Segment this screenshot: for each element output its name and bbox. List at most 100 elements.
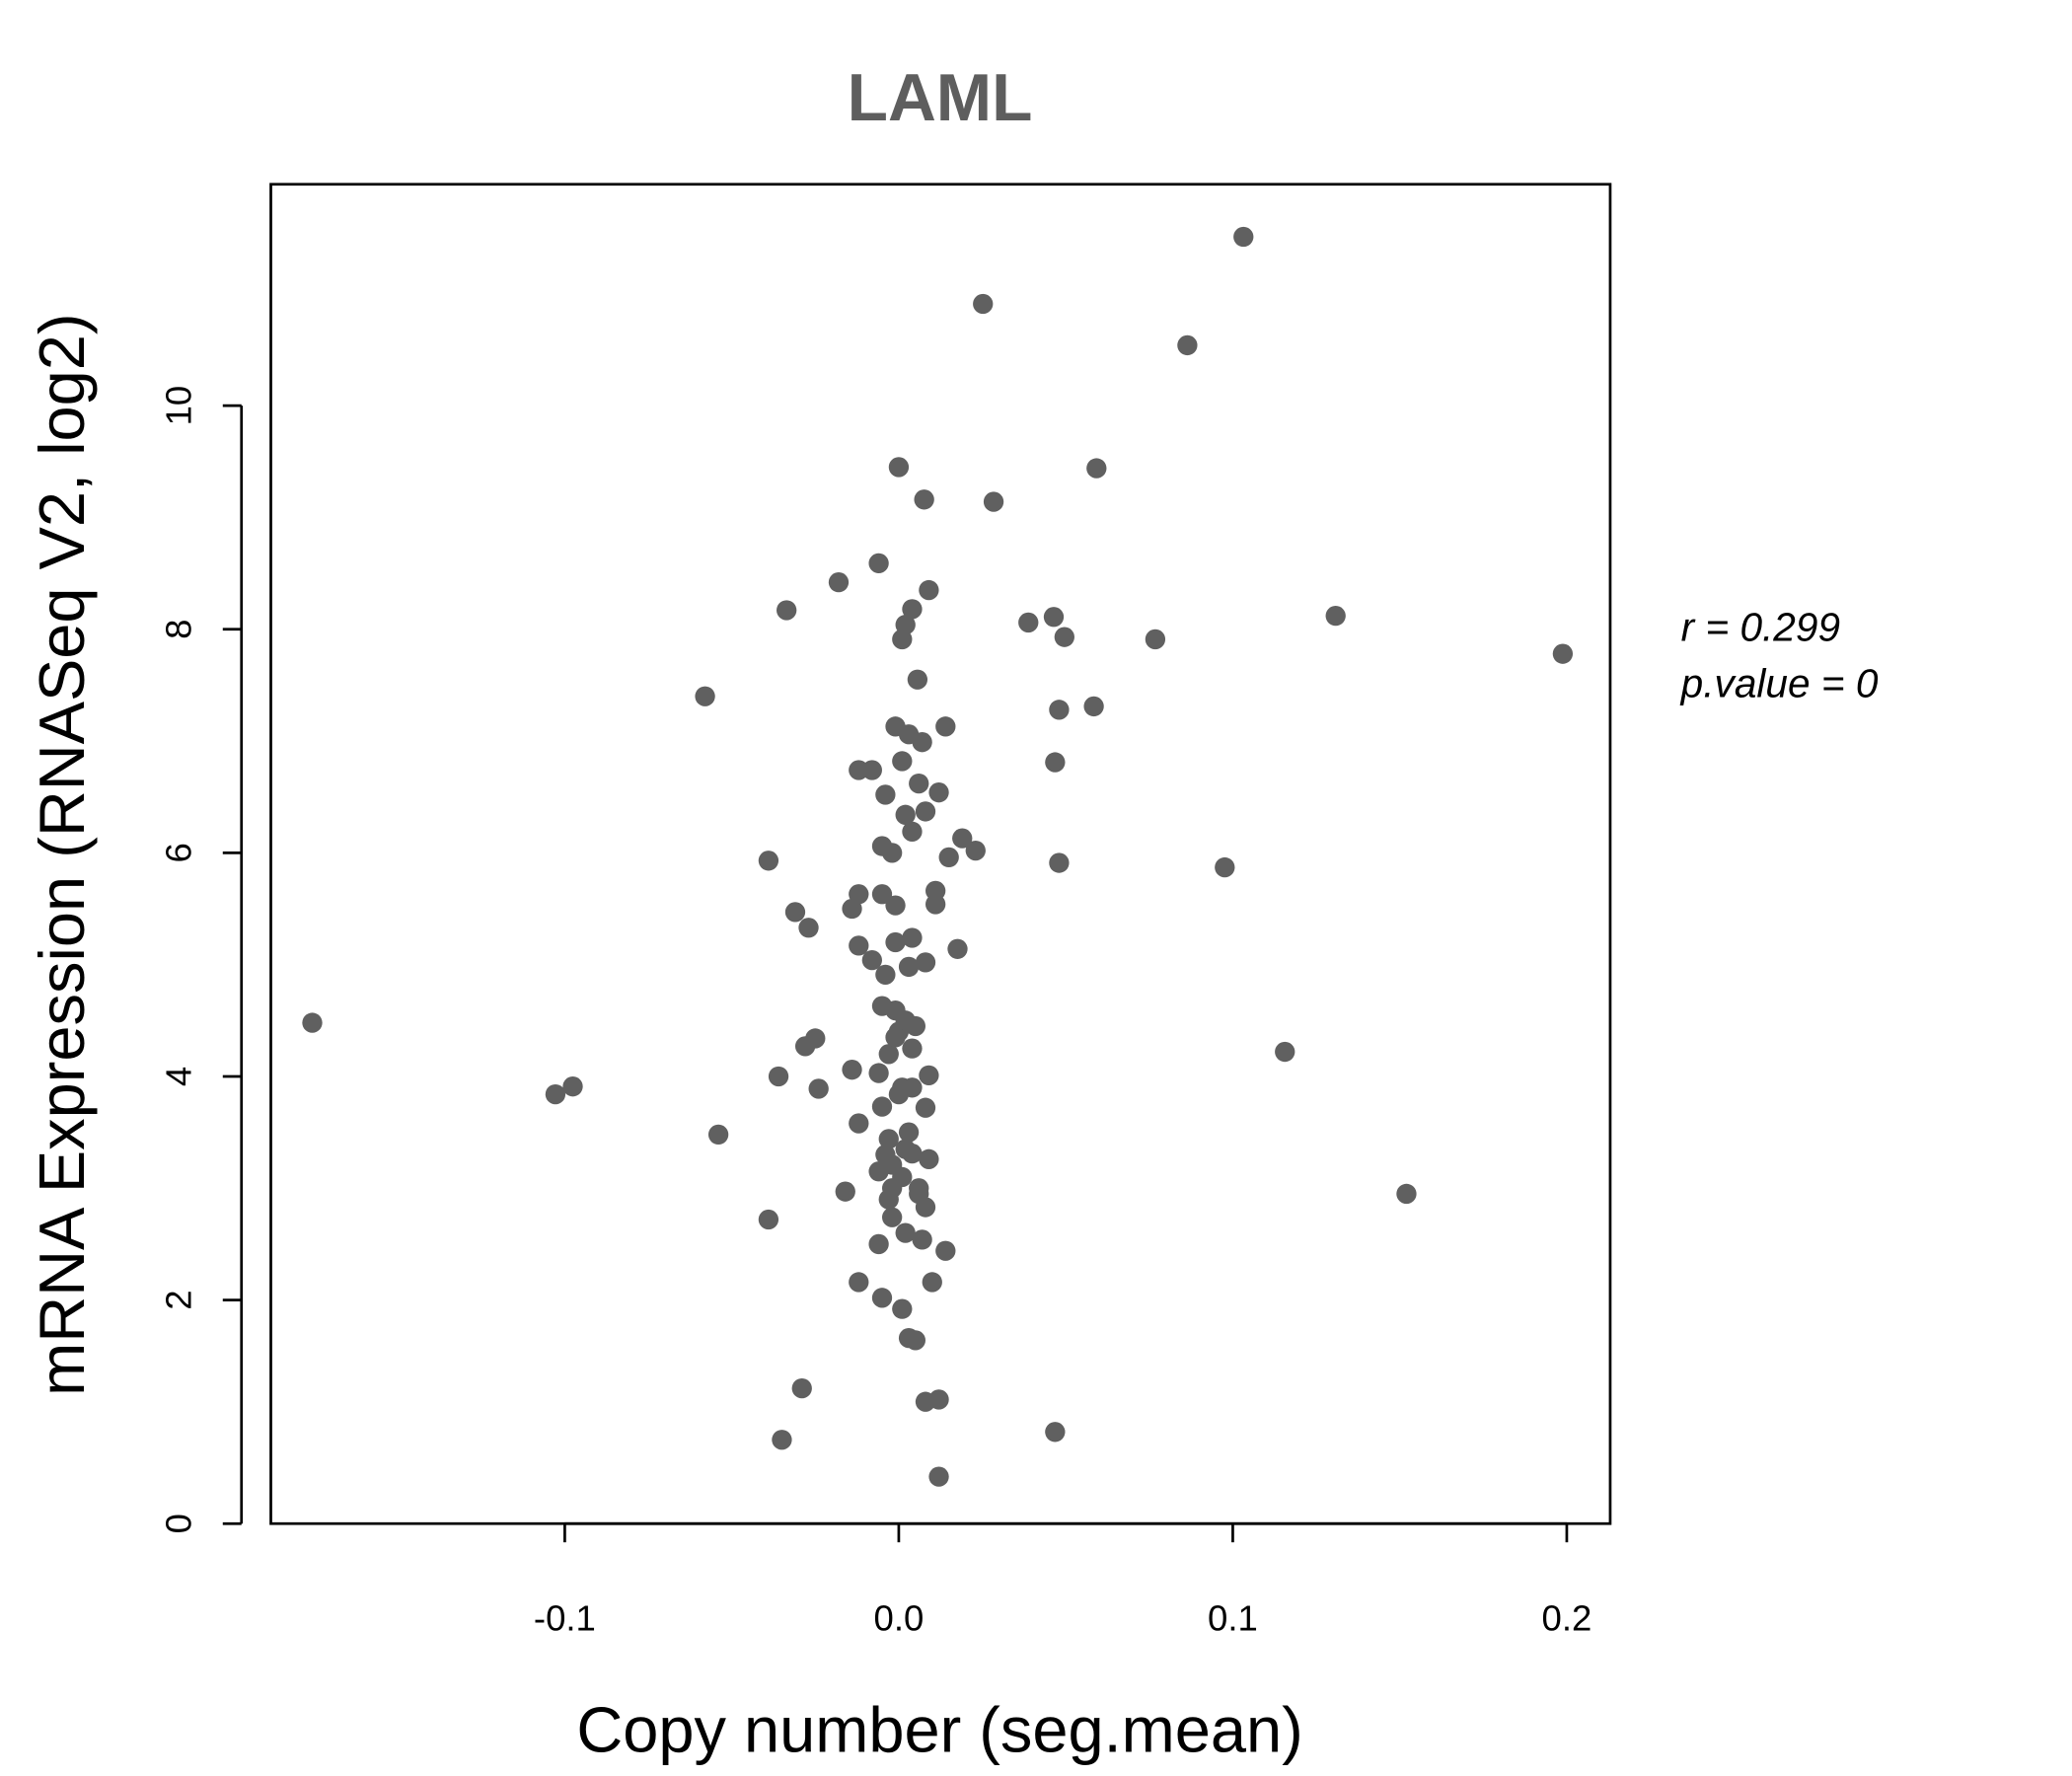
data-point xyxy=(791,1377,812,1399)
data-point xyxy=(878,1044,899,1065)
data-point xyxy=(875,1145,896,1165)
data-point xyxy=(909,1178,929,1199)
data-point xyxy=(1086,458,1107,479)
data-point xyxy=(905,1330,925,1351)
data-point xyxy=(915,952,936,973)
data-point xyxy=(892,751,913,772)
data-point xyxy=(885,1027,906,1048)
data-point xyxy=(805,1028,826,1049)
data-point xyxy=(1054,627,1074,647)
correlation-r: r = 0.299 xyxy=(1681,605,1840,650)
y-tick-label: 10 xyxy=(158,386,198,426)
data-point xyxy=(912,1229,932,1250)
data-point xyxy=(868,1233,889,1255)
data-point xyxy=(1043,607,1065,628)
data-point xyxy=(915,1197,936,1218)
data-point xyxy=(784,902,806,923)
data-point xyxy=(881,1207,903,1227)
data-point xyxy=(935,716,956,737)
data-point xyxy=(928,1466,949,1487)
data-point xyxy=(973,293,994,315)
data-point xyxy=(871,884,893,905)
data-point xyxy=(983,491,1004,512)
data-point xyxy=(707,1124,729,1146)
data-point xyxy=(925,880,946,902)
x-tick-label: 0.2 xyxy=(1542,1597,1592,1638)
data-point xyxy=(1049,700,1070,720)
x-axis-label: Copy number (seg.mean) xyxy=(576,1694,1302,1766)
p-value: p.value = 0 xyxy=(1679,660,1879,705)
data-point xyxy=(895,804,916,825)
data-point xyxy=(915,801,936,822)
data-point xyxy=(935,1240,956,1261)
data-point xyxy=(909,773,929,794)
data-point xyxy=(881,843,903,863)
data-point xyxy=(919,1065,939,1085)
data-point xyxy=(842,1060,862,1080)
data-point xyxy=(1215,856,1235,878)
data-point xyxy=(1083,696,1104,717)
data-point xyxy=(928,782,949,803)
y-axis-label: mRNA Expression (RNASeq V2, log2) xyxy=(26,313,98,1395)
data-point xyxy=(868,553,889,574)
data-point xyxy=(798,918,819,938)
data-point xyxy=(952,828,973,849)
data-point xyxy=(861,760,882,780)
x-tick-label: 0.0 xyxy=(874,1597,925,1638)
data-point xyxy=(902,1038,923,1059)
y-tick-label: 2 xyxy=(158,1290,198,1309)
data-point xyxy=(947,938,968,959)
data-point xyxy=(922,1272,942,1293)
data-point xyxy=(878,1189,899,1210)
data-point xyxy=(861,949,882,971)
data-point xyxy=(871,1288,893,1308)
data-point xyxy=(545,1083,566,1105)
data-point xyxy=(919,579,939,601)
data-point xyxy=(965,840,986,861)
data-point xyxy=(1275,1041,1295,1063)
chart-title: LAML xyxy=(848,61,1033,135)
data-point xyxy=(905,1015,925,1037)
data-point xyxy=(902,1077,923,1098)
data-point xyxy=(835,1181,855,1202)
data-point xyxy=(885,895,906,916)
data-point xyxy=(938,847,959,868)
data-point xyxy=(885,931,906,953)
data-point xyxy=(768,1066,789,1087)
data-point xyxy=(1018,612,1039,633)
data-point xyxy=(777,600,797,621)
data-point xyxy=(914,489,934,510)
data-point xyxy=(898,956,920,978)
y-tick-label: 8 xyxy=(158,620,198,639)
data-point xyxy=(888,457,910,478)
data-point xyxy=(1177,334,1198,356)
data-point xyxy=(1145,629,1166,650)
data-point xyxy=(1045,1422,1066,1443)
data-point xyxy=(1325,605,1346,627)
data-point xyxy=(1049,852,1070,873)
data-point xyxy=(915,1097,936,1118)
data-point xyxy=(849,935,869,956)
x-axis: -0.1 0.0 0.1 0.2 xyxy=(534,1521,1592,1638)
y-tick-label: 0 xyxy=(158,1514,198,1533)
data-point xyxy=(849,884,869,905)
data-point xyxy=(895,1139,916,1159)
data-point xyxy=(1552,643,1574,664)
data-point xyxy=(912,732,932,753)
data-point xyxy=(758,1209,779,1230)
data-point xyxy=(302,1012,323,1033)
data-point xyxy=(875,784,896,805)
data-point xyxy=(902,927,923,948)
y-tick-label: 4 xyxy=(158,1067,198,1086)
data-point xyxy=(919,1148,939,1169)
y-tick-label: 6 xyxy=(158,843,198,862)
data-point xyxy=(758,851,779,871)
data-point xyxy=(902,821,923,842)
data-point xyxy=(907,669,928,690)
data-point xyxy=(828,571,850,593)
data-point xyxy=(772,1430,792,1450)
data-point xyxy=(849,1272,869,1293)
data-point xyxy=(808,1078,829,1099)
y-axis: 0 2 4 6 8 10 xyxy=(158,386,244,1533)
data-point xyxy=(928,1389,949,1410)
